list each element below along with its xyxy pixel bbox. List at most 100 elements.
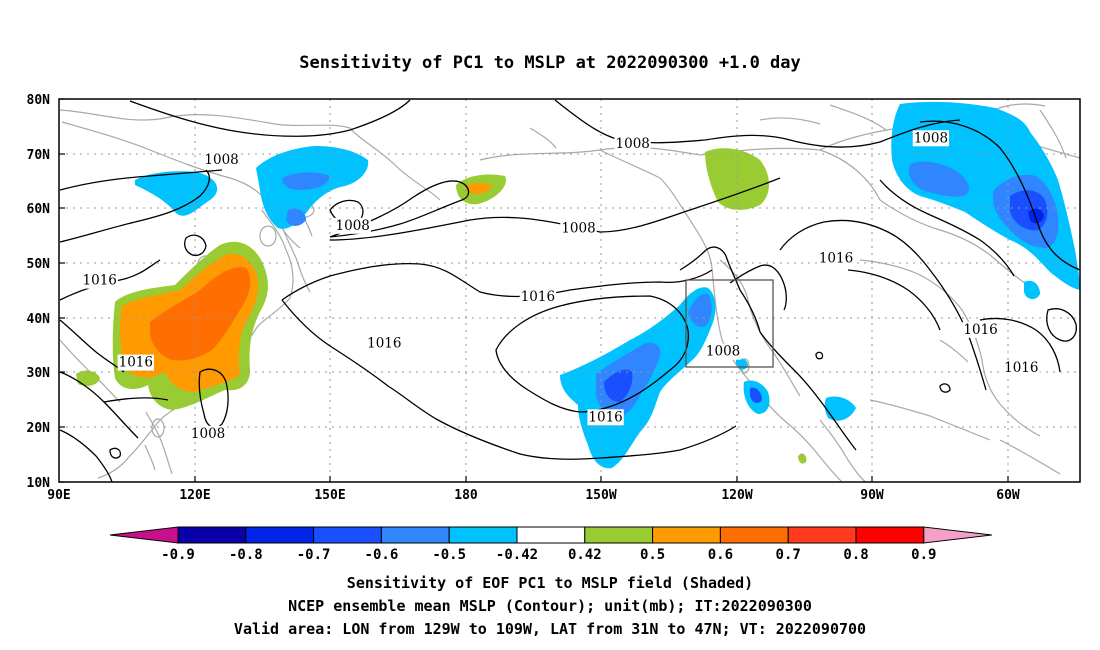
colorbar-segment [516,526,586,544]
colorbar-segment [855,526,925,544]
region-neg-0.6-baja [750,387,762,403]
contour-label-background [587,409,624,426]
contour-label: 1008 [204,152,238,168]
lat-label: 70N [27,148,51,163]
caption-line-2: NCEP ensemble mean MSLP (Contour); unit(… [288,597,812,615]
region-neg-0.7-east-canada [1028,208,1044,224]
region-neg-0.5-coast [688,293,712,328]
valid-area-box [685,279,774,368]
map-frame [58,98,1081,483]
colorbar-segment [380,526,450,544]
region-0.6-asia [150,267,251,361]
positive-region-alaska [705,148,769,210]
colorbar-segment [245,526,315,544]
lon-label: 150W [585,488,616,503]
region-neg-0.5-siberia-2 [286,208,306,226]
sensitivity-map: 1008 1008 1008 1008 1008 1008 1008 1016 1016 1016… [27,93,1081,503]
contour-label-background [560,220,597,237]
contour-label: 1008 [914,130,948,146]
mslp-contours [59,99,1080,482]
contour-label-background [962,321,999,338]
colorbar-label: 0.9 [911,547,936,563]
lon-label: 90W [860,488,884,503]
contour-label-background [334,217,371,234]
lon-label: 120E [179,488,210,503]
contour-label: 1008 [336,218,370,234]
caption-line-1: Sensitivity of EOF PC1 to MSLP field (Sh… [347,574,753,592]
contour-label-background [519,289,557,305]
region-neg-0.5-canada [908,161,970,197]
contour-label: 1016 [1004,360,1038,376]
colorbar-label: -0.9 [161,547,195,563]
contour-label: 1016 [963,322,997,338]
contour-label-background [704,343,742,360]
colorbar-segment [787,526,857,544]
positive-region-small-west [76,370,100,386]
positive-region-small [798,454,807,464]
contour-label-background [81,272,118,289]
colorbar-label: -0.6 [365,547,399,563]
colorbar: -0.9 -0.8 -0.7 -0.6 -0.5 -0.42 0.42 0.5 0.6 0.7 0.… [109,526,992,563]
contour-label: 1008 [616,136,650,152]
contour-label: 1016 [819,251,853,267]
negative-region-west-siberia [135,171,218,216]
lon-labels: 90E 120E 150E 180 150W 120W 90W 60W [47,488,1020,503]
contour-label-background [912,130,950,147]
colorbar-label: 0.5 [640,547,665,563]
contour-label: 1008 [561,221,595,237]
colorbar-label: 0.6 [708,547,733,563]
contour-label-background [366,335,403,352]
colorbar-label: -0.8 [229,547,263,563]
region-0.5-bering [466,183,492,194]
colorbar-segment [584,526,654,544]
lat-labels: 80N 70N 60N 50N 40N 30N 20N 10N [27,93,51,491]
colorbar-label: 0.7 [776,547,801,563]
lat-label: 20N [27,421,51,436]
lat-label: 60N [27,202,51,217]
lat-label: 30N [27,366,51,381]
contour-labels: 1008 1008 1008 1008 1008 1008 1008 1016 1016 1016… [81,130,1040,442]
colorbar-label: 0.8 [843,547,868,563]
graticule [59,99,1080,482]
lon-label: 180 [454,488,478,503]
colorbar-low-arrow [109,526,179,544]
contour-label-background [189,425,227,442]
contour-label-background [614,135,651,152]
contour-label: 1008 [706,344,740,360]
tick-marks [59,98,1009,483]
contour-label: 1016 [83,273,117,289]
region-neg-0.6-central-pacific [604,369,633,402]
colorbar-high-arrow [923,526,992,544]
caption-line-3: Valid area: LON from 129W to 109W, LAT f… [234,620,866,638]
colorbar-label: -0.7 [297,547,331,563]
colorbar-label: 0.42 [568,547,602,563]
colorbar-segment [177,526,247,544]
colorbar-label: -0.42 [496,547,538,563]
contour-label-background [203,152,240,169]
colorbar-segment [448,526,518,544]
colorbar-segment [313,526,382,544]
negative-region-gulf [824,396,856,421]
contour-label-background [1003,360,1040,377]
contour-label: 1016 [588,409,622,425]
lat-label: 50N [27,257,51,272]
lat-label: 10N [27,476,51,491]
caption: Sensitivity of EOF PC1 to MSLP field (Sh… [234,574,866,638]
lon-label: 60W [996,488,1020,503]
colorbar-segment [719,526,789,544]
contour-label: 1016 [119,355,153,371]
lon-label: 90E [47,488,70,503]
lon-label: 150E [314,488,345,503]
contour-label-background [117,354,154,371]
lon-label: 120W [721,488,752,503]
contour-label: 1008 [191,426,225,442]
negative-region-atlantic [1024,280,1040,300]
contour-label: 1016 [521,289,555,305]
colorbar-label: -0.5 [432,547,466,563]
figure-title: Sensitivity of PC1 to MSLP at 2022090300… [299,53,801,73]
colorbar-segment [652,526,721,544]
lat-label: 40N [27,312,51,327]
contour-label: 1016 [367,336,401,352]
lat-label: 80N [27,93,51,108]
